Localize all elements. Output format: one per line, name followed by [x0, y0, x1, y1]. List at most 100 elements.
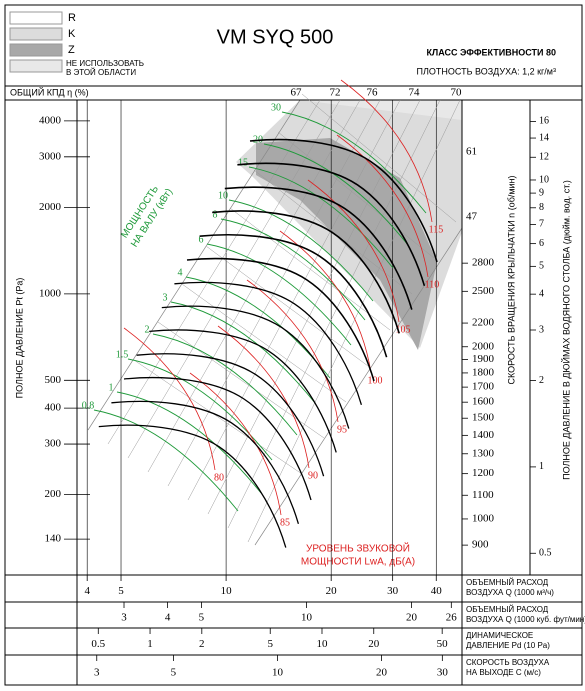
x-tick-label: 10	[301, 612, 313, 624]
x-tick-label: 3	[94, 667, 100, 679]
rpm-axis-title: СКОРОСТЬ ВРАЩЕНИЯ КРЫЛЬЧАТКИ n (об/мин)	[506, 175, 516, 384]
sound-label: 100	[368, 375, 383, 386]
power-line	[281, 111, 427, 214]
x-tick-label: 2	[199, 638, 205, 650]
legend-label: R	[68, 12, 76, 24]
power-label: 8	[213, 209, 218, 220]
rpm-tick-label: 2200	[472, 317, 495, 329]
x-tick-label: 5	[199, 612, 205, 624]
x-axis-title: ОБЪЕМНЫЙ РАСХОД	[466, 605, 549, 614]
rpm-tick-label: 1300	[472, 447, 495, 459]
inch-axis-title: ПОЛНОЕ ДАВЛЕНИЕ В ДЮЙМАХ ВОДЯНОГО СТОЛБА…	[560, 180, 571, 480]
diagonal-grid	[133, 359, 303, 475]
diagonal-grid	[227, 99, 441, 529]
y-tick-label: 500	[45, 374, 62, 386]
band-edge	[87, 99, 301, 431]
power-line	[263, 143, 409, 246]
x-tick-label: 26	[446, 612, 458, 624]
power-label: 15	[238, 157, 248, 168]
legend-note: В ЭТОЙ ОБЛАСТИ	[66, 68, 136, 77]
x-tick-label: 30	[437, 667, 449, 679]
diagonal-grid	[205, 245, 369, 367]
legend-label: K	[68, 28, 76, 40]
sound-line	[307, 179, 400, 323]
legend-note: НЕ ИСПОЛЬЗОВАТЬ	[66, 59, 144, 68]
power-line	[93, 409, 239, 512]
power-line	[228, 199, 374, 302]
x-tick-label: 3	[121, 612, 127, 624]
inch-tick-label: 7	[539, 219, 544, 230]
fan-curve	[224, 186, 413, 310]
power-label: 2	[145, 324, 150, 335]
x-tick-label: 20	[326, 585, 338, 597]
x-axis-title: ВОЗДУХА Q (1000 куб. фут/мин)	[466, 615, 585, 624]
efficiency-value: 72	[330, 87, 341, 99]
power-label: 1.5	[116, 349, 129, 360]
rpm-tick-label: 900	[472, 539, 489, 551]
efficiency-label: ОБЩИЙ КПД η (%)	[10, 86, 89, 97]
x-tick-label: 1	[147, 638, 153, 650]
y-tick-label: 300	[45, 438, 62, 450]
fan-curve	[111, 400, 300, 524]
inch-tick-label: 12	[539, 152, 549, 163]
rpm-tick-label: 1500	[472, 412, 495, 424]
air-density: ПЛОТНОСТЬ ВОЗДУХА: 1,2 кг/м³	[417, 66, 556, 76]
x-tick-label: 0.5	[91, 638, 105, 650]
sound-label: 80	[214, 472, 224, 483]
x-axis-title: ОБЪЕМНЫЙ РАСХОД	[466, 578, 549, 587]
efficiency-value: 76	[367, 87, 379, 99]
diagonal-grid	[229, 207, 391, 331]
power-line	[116, 391, 262, 494]
inch-tick-label: 10	[539, 174, 549, 185]
diagonal-grid	[207, 99, 421, 515]
rpm-extra-label: 47	[466, 211, 478, 223]
x-tick-label: 4	[165, 612, 171, 624]
sound-label: 95	[337, 424, 347, 435]
x-axis-title: ДАВЛЕНИЕ Pd (10 Pa)	[466, 641, 550, 650]
rpm-tick-label: 1700	[472, 381, 495, 393]
power-line	[185, 276, 331, 379]
power-line	[170, 301, 316, 404]
inch-tick-label: 9	[539, 187, 544, 198]
rpm-tick-label: 1900	[472, 353, 495, 365]
y-tick-label: 3000	[39, 150, 62, 162]
legend-box-r	[9, 11, 63, 25]
legend-box-z	[9, 43, 63, 57]
rpm-tick-label: 1400	[472, 429, 495, 441]
y-tick-label: 400	[45, 402, 62, 414]
fan-curve	[237, 162, 426, 287]
inch-tick-label: 0.5	[539, 548, 552, 559]
diagonal-grid	[187, 99, 401, 501]
power-line	[248, 166, 394, 269]
x-tick-label: 5	[267, 638, 273, 650]
diagonal-grid	[107, 99, 321, 445]
efficiency-value: 67	[291, 87, 303, 99]
inch-tick-label: 2	[539, 375, 544, 386]
band-edge	[254, 227, 463, 546]
power-line	[206, 243, 352, 346]
diagonal-grid	[127, 99, 341, 459]
sound-line	[189, 372, 282, 516]
diagonal-grid	[147, 99, 361, 473]
rpm-tick-label: 1600	[472, 396, 495, 408]
fan-curve	[174, 281, 363, 405]
power-label: 30	[271, 102, 281, 113]
frame	[4, 4, 583, 686]
inch-tick-label: 3	[539, 324, 544, 335]
rpm-tick-label: 1800	[472, 366, 495, 378]
efficiency-value: 70	[451, 87, 463, 99]
inch-tick-label: 4	[539, 288, 544, 299]
legend-box-k	[9, 27, 63, 41]
inch-tick-label: 14	[539, 132, 549, 143]
diagonal-grid	[181, 283, 347, 403]
sound-label: 110	[425, 279, 440, 290]
legend-box-no-use	[9, 59, 63, 73]
rpm-tick-label: 1200	[472, 467, 495, 479]
fan-curve	[249, 138, 438, 263]
rpm-tick-label: 1000	[472, 512, 495, 524]
diagonal-grid	[247, 99, 461, 543]
fan-curve	[149, 329, 337, 453]
sound-line	[123, 327, 216, 471]
rpm-tick-label: 2500	[472, 285, 495, 297]
